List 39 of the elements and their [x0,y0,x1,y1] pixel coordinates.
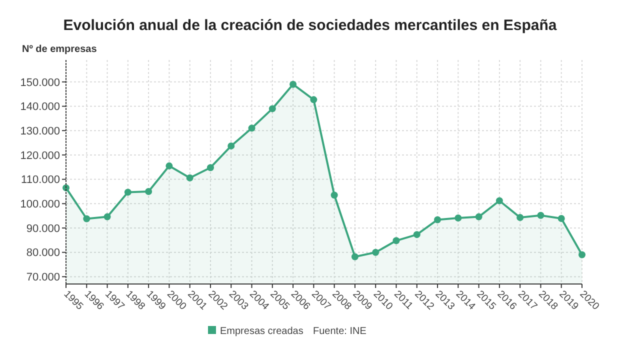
point [537,212,544,219]
y-axis-title: Nº de empresas [22,44,98,55]
point [558,215,565,222]
point [475,213,482,220]
point [83,215,90,222]
point [413,231,420,238]
chart-title: Evolución anual de la creación de sociedades mercantiles en España [63,17,558,34]
point [392,237,400,244]
y-tick-label: 100.000 [20,198,60,210]
point [206,164,214,172]
point [351,253,358,260]
point [228,142,235,150]
y-tick-label: 90.000 [26,222,60,235]
y-tick-label: 70.000 [26,272,60,284]
point [578,251,586,258]
y-tick-label: 130.000 [20,125,60,138]
point [454,214,462,222]
y-tick-label: 80.000 [26,247,60,260]
point [104,213,111,220]
point [310,96,318,104]
point [290,80,297,88]
point [372,248,380,256]
point [496,197,503,204]
y-tick-label: 120.000 [20,150,60,162]
source-note: Fuente: INE [313,326,367,337]
x-tick-label: 1997 [102,288,126,313]
point [145,188,152,195]
point [434,216,442,224]
point [186,174,194,182]
y-tick-label: 150.000 [20,76,60,89]
point [268,105,276,112]
point [166,162,173,170]
legend-label: Empresas creadas [220,326,304,337]
point [330,192,338,199]
y-tick-label: 110.000 [21,174,60,186]
y-tick-label: 140.000 [20,101,60,114]
point [516,214,524,222]
point [124,188,132,196]
point [248,124,256,132]
